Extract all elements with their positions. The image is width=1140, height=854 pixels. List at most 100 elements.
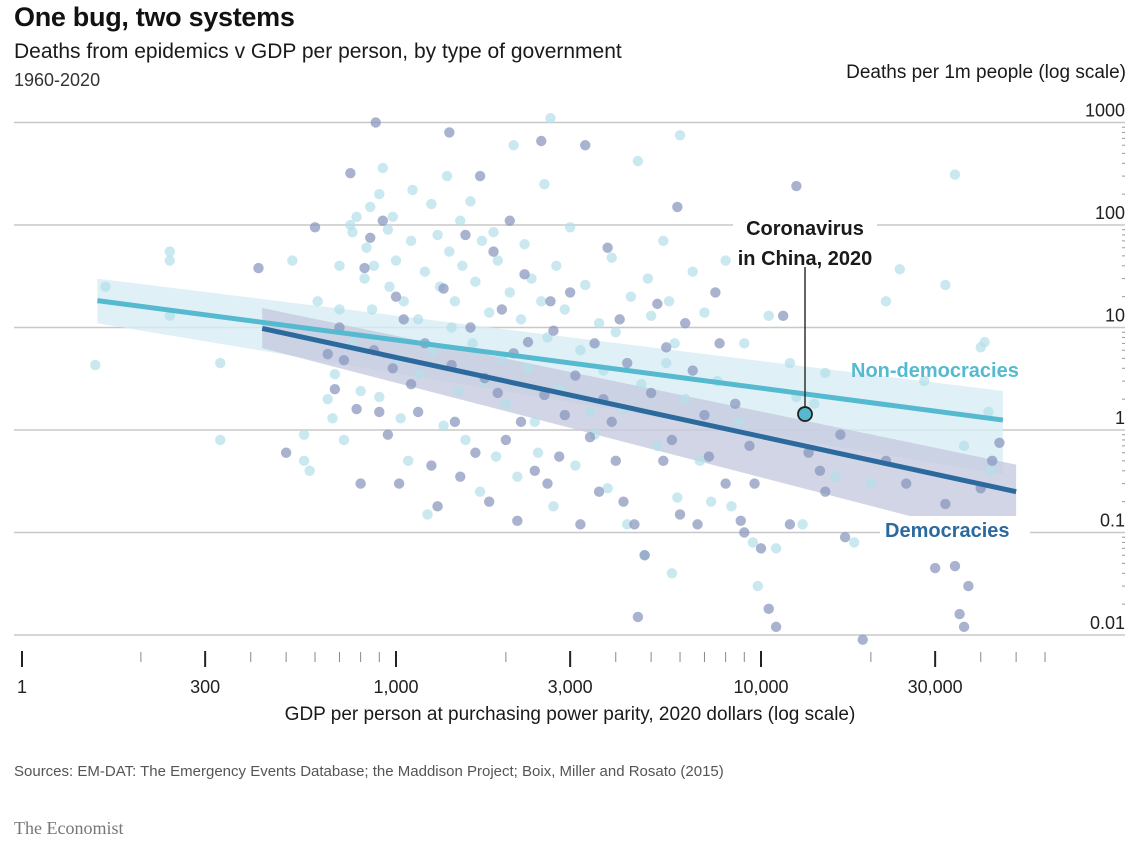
- data-point: [622, 357, 633, 369]
- data-point: [449, 296, 461, 307]
- data-point: [694, 455, 706, 467]
- data-point: [645, 310, 657, 322]
- data-point: [426, 460, 437, 471]
- data-point: [551, 260, 562, 271]
- data-point: [699, 409, 710, 421]
- data-point: [880, 296, 892, 307]
- data-point: [542, 478, 553, 489]
- data-point: [985, 465, 996, 476]
- data-point: [752, 580, 763, 592]
- data-point: [703, 451, 715, 462]
- data-point: [422, 509, 433, 520]
- data-point: [749, 478, 760, 489]
- data-point: [490, 451, 502, 462]
- data-point: [504, 215, 515, 226]
- data-point: [496, 304, 508, 315]
- data-point: [606, 416, 617, 428]
- data-point: [374, 406, 385, 418]
- data-point: [500, 434, 512, 446]
- data-point: [739, 527, 750, 538]
- data-point: [545, 296, 556, 307]
- data-point: [100, 281, 111, 292]
- x-axis-label: GDP per person at purchasing power parit…: [284, 704, 856, 725]
- democracies-label-background: [880, 516, 1030, 544]
- x-tick-label: 10,000: [733, 677, 788, 697]
- data-point: [593, 318, 605, 329]
- data-point: [412, 406, 424, 418]
- data-point: [791, 180, 802, 192]
- data-point: [559, 304, 570, 315]
- data-point: [720, 478, 731, 489]
- data-point: [382, 224, 394, 235]
- data-point: [253, 262, 264, 274]
- data-point: [784, 519, 796, 530]
- data-point: [661, 357, 672, 369]
- data-point: [407, 184, 418, 196]
- data-point: [839, 531, 851, 543]
- data-point: [632, 155, 644, 167]
- data-point: [763, 310, 774, 322]
- data-point: [632, 611, 644, 623]
- data-point: [894, 264, 905, 275]
- data-point: [652, 440, 663, 452]
- non-democracies-label: Non-democracies: [851, 360, 1019, 382]
- data-point: [519, 269, 530, 280]
- y-axis-label: Deaths per 1m people (log scale): [846, 62, 1126, 83]
- data-point: [625, 291, 637, 302]
- data-point: [402, 455, 414, 467]
- data-point: [351, 403, 362, 415]
- data-point: [680, 393, 691, 405]
- data-point: [474, 170, 486, 182]
- data-point: [164, 310, 175, 322]
- annotation: Coronavirus in China, 2020: [733, 209, 878, 422]
- data-point: [500, 398, 512, 410]
- data-point: [460, 229, 471, 241]
- data-point: [672, 492, 683, 503]
- data-point: [658, 455, 669, 467]
- data-point: [492, 387, 503, 399]
- data-point: [398, 314, 409, 325]
- x-axis: 1 300 1,000 3,000 10,000 30,000: [17, 651, 1046, 697]
- data-point: [994, 437, 1005, 449]
- data-point: [602, 242, 613, 253]
- data-point: [809, 398, 820, 410]
- data-point: [298, 429, 310, 440]
- data-point: [564, 222, 576, 233]
- data-point: [564, 287, 576, 298]
- data-point: [548, 501, 559, 512]
- data-point: [797, 519, 808, 530]
- data-point: [830, 471, 841, 482]
- data-point: [488, 246, 499, 257]
- data-point: [345, 168, 356, 179]
- data-point: [979, 336, 990, 348]
- data-point: [438, 283, 449, 294]
- data-point: [483, 307, 495, 318]
- data-point: [548, 325, 559, 336]
- data-point: [329, 369, 341, 380]
- data-point: [405, 235, 417, 247]
- data-point: [393, 478, 405, 489]
- data-point: [940, 498, 951, 510]
- data-point: [444, 127, 455, 138]
- data-point: [658, 235, 669, 247]
- x-tick-label: 1,000: [373, 677, 418, 697]
- data-point: [610, 326, 621, 338]
- data-point: [390, 291, 402, 302]
- data-point: [919, 375, 930, 387]
- data-point: [457, 260, 468, 271]
- data-point: [958, 621, 970, 633]
- data-point: [519, 238, 530, 250]
- data-point: [304, 465, 315, 476]
- data-point: [368, 260, 380, 271]
- data-point: [672, 201, 683, 213]
- data-point: [470, 447, 481, 458]
- data-point: [465, 322, 476, 333]
- democracies-label: Democracies: [885, 520, 1010, 542]
- data-point: [606, 252, 617, 263]
- data-point: [355, 478, 366, 489]
- data-point: [395, 413, 406, 424]
- data-point: [419, 266, 431, 277]
- data-point: [730, 398, 741, 410]
- sources-note: Sources: EM-DAT: The Emergency Events Da…: [14, 763, 724, 780]
